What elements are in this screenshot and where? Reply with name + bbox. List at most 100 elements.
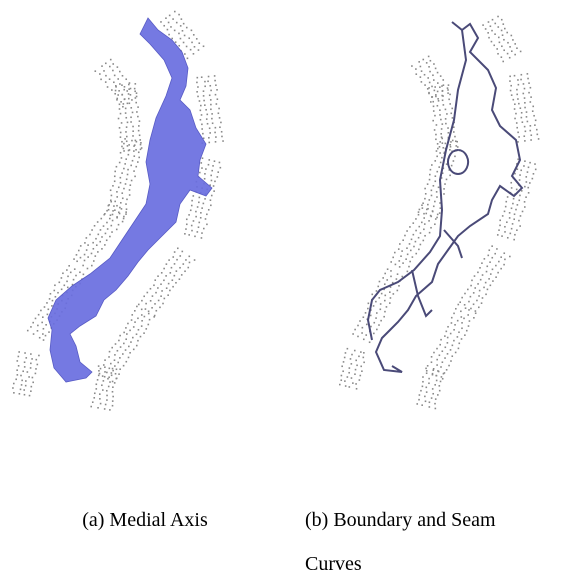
point	[163, 268, 165, 270]
point	[509, 212, 511, 214]
point	[118, 373, 120, 375]
point	[377, 286, 379, 288]
point	[430, 169, 432, 171]
point	[87, 256, 89, 258]
point	[165, 17, 167, 19]
point	[520, 107, 522, 109]
point	[437, 105, 439, 107]
point	[170, 26, 172, 28]
point	[119, 357, 121, 359]
point	[110, 59, 112, 61]
point	[172, 256, 174, 258]
point	[487, 289, 489, 291]
point	[13, 392, 15, 394]
point-cloud	[12, 11, 224, 411]
point	[405, 258, 407, 260]
point	[100, 229, 102, 231]
point	[427, 208, 429, 210]
point	[32, 382, 34, 384]
point	[507, 53, 509, 55]
point	[37, 364, 39, 366]
point	[115, 343, 117, 345]
point	[37, 330, 39, 332]
point	[479, 267, 481, 269]
point	[519, 195, 521, 197]
point	[454, 136, 456, 138]
point	[468, 325, 470, 327]
point	[428, 220, 430, 222]
point	[118, 224, 120, 226]
point	[359, 320, 361, 322]
point	[517, 98, 519, 100]
point	[106, 372, 108, 374]
point	[432, 211, 434, 213]
point	[25, 385, 27, 387]
point	[101, 384, 103, 386]
point	[166, 263, 168, 265]
point	[217, 171, 219, 173]
point	[509, 46, 511, 48]
point	[205, 168, 207, 170]
point	[420, 244, 422, 246]
point	[169, 15, 171, 17]
point	[468, 301, 470, 303]
point	[497, 272, 499, 274]
point	[412, 256, 414, 258]
point	[76, 254, 78, 256]
point	[156, 310, 158, 312]
point	[214, 75, 216, 77]
point	[133, 326, 135, 328]
point	[390, 270, 392, 272]
point	[488, 37, 490, 39]
point	[398, 285, 400, 287]
point	[413, 234, 415, 236]
point	[35, 318, 37, 320]
point	[497, 53, 499, 55]
point	[441, 128, 443, 130]
point	[434, 86, 436, 88]
point	[211, 113, 213, 115]
point	[174, 30, 176, 32]
point	[212, 122, 214, 124]
point	[133, 349, 135, 351]
point	[441, 376, 443, 378]
point	[525, 130, 527, 132]
point	[378, 324, 380, 326]
point	[509, 80, 511, 82]
point	[373, 322, 375, 324]
point	[177, 247, 179, 249]
point	[62, 272, 64, 274]
point	[30, 363, 32, 365]
point	[126, 90, 128, 92]
point	[183, 23, 185, 25]
point	[208, 209, 210, 211]
point	[436, 124, 438, 126]
point	[140, 144, 142, 146]
point	[438, 166, 440, 168]
point	[432, 369, 434, 371]
point	[421, 204, 423, 206]
caption: (a) Medial Axis	[40, 498, 250, 542]
point	[439, 146, 441, 148]
point	[107, 378, 109, 380]
point	[442, 123, 444, 125]
point	[359, 375, 361, 377]
point	[130, 116, 132, 118]
point	[125, 158, 127, 160]
point	[404, 235, 406, 237]
point	[363, 316, 365, 318]
point	[447, 353, 449, 355]
point	[365, 334, 367, 336]
point	[161, 290, 163, 292]
point	[128, 84, 130, 86]
point	[25, 357, 27, 359]
point	[114, 365, 116, 367]
point	[118, 118, 120, 120]
point	[137, 340, 139, 342]
point	[526, 181, 528, 183]
point	[506, 32, 508, 34]
point	[29, 395, 31, 397]
point	[362, 357, 364, 359]
point	[123, 332, 125, 334]
point	[203, 95, 205, 97]
